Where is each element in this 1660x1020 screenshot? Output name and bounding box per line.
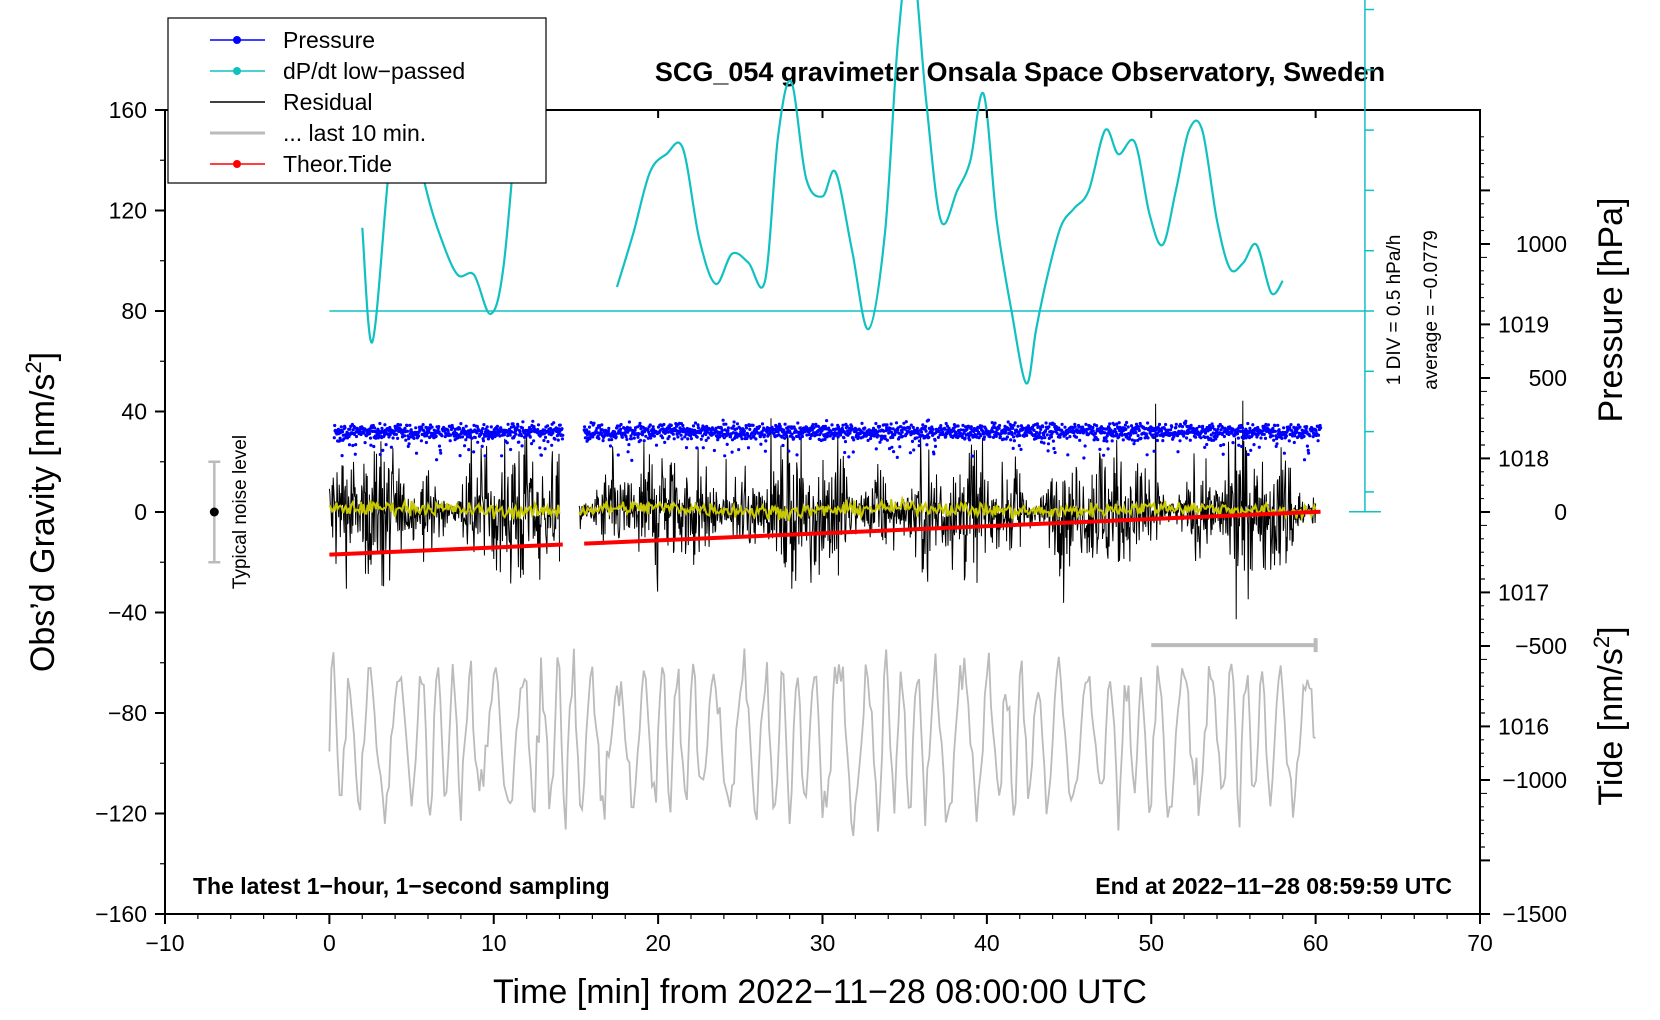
x-tick-label: 50 (1138, 930, 1164, 956)
residual-last10-line-0 (328, 648, 1316, 837)
legend-label-4: Theor.Tide (283, 151, 392, 177)
noise-level-label: Typical noise level (230, 435, 251, 589)
legend-marker-4 (233, 160, 241, 168)
x-tick-label: −10 (145, 930, 184, 956)
tide-tick-label: −500 (1515, 633, 1567, 659)
sampling-note: The latest 1−hour, 1−second sampling (193, 873, 610, 899)
tide-tick-label: −1000 (1502, 767, 1567, 793)
chart-title: SCG_054 gravimeter Onsala Space Observat… (655, 57, 1385, 87)
tide-tick-label: 500 (1529, 365, 1567, 391)
tide-axis-label-main: Tide [nm/s (1592, 648, 1630, 805)
dpdt-reference-layer (329, 0, 1381, 513)
y-tick-label: 40 (121, 399, 147, 425)
x-tick-label: 40 (974, 930, 1000, 956)
residual-band-layer (328, 638, 1318, 837)
x-tick-label: 0 (323, 930, 336, 956)
legend-marker-1 (233, 67, 241, 75)
dpdt-average-label: average = −0.0779 (1421, 230, 1442, 390)
tide-tick-label: 1000 (1516, 231, 1567, 257)
tide-line-1 (584, 509, 1321, 546)
tide-tick-label: −1500 (1502, 901, 1567, 927)
pressure-tick-label: 1018 (1498, 445, 1549, 471)
tide-axis-label-sup: 2 (1589, 636, 1614, 648)
x-tick-label: 30 (810, 930, 836, 956)
dpdt-scale-label: 1 DIV = 0.5 hPa/h (1384, 235, 1405, 386)
pressure-tick-label: 1019 (1498, 311, 1549, 337)
legend-label-1: dP/dt low−passed (283, 58, 465, 84)
legend-marker-0 (233, 36, 241, 44)
y-tick-label: −160 (95, 901, 147, 927)
dpdt-line-1 (615, 0, 1284, 385)
y-tick-label: 160 (109, 97, 147, 123)
pressure-layer (332, 418, 1323, 463)
residual-mean-line-0 (328, 497, 561, 520)
pressure-axis-label: Pressure [hPa] (1592, 198, 1630, 423)
y-axis-label-close: ] (24, 352, 62, 361)
tide-axis-label: Tide [nm/s2] (1589, 626, 1630, 805)
residual-mean-layer (328, 495, 1317, 522)
y-axis-label: Obs’d Gravity [nm/s2] (21, 352, 62, 672)
x-tick-label: 20 (645, 930, 671, 956)
residual-mean-line-1 (578, 495, 1317, 522)
y-tick-label: 80 (121, 298, 147, 324)
x-tick-label: 10 (481, 930, 507, 956)
legend: Pressure dP/dt low−passed Residual ... last… (167, 17, 547, 184)
legend-label-2: Residual (283, 89, 373, 115)
noise-level-layer (208, 460, 221, 564)
legend-box (167, 17, 547, 184)
y-tick-label: 0 (134, 499, 147, 525)
end-time-note: End at 2022−11−28 08:59:59 UTC (1095, 873, 1452, 899)
residual-line-0 (328, 433, 560, 589)
y-axis-label-sup: 2 (21, 361, 46, 373)
tide-layer (329, 509, 1321, 557)
y-tick-label: 120 (109, 198, 147, 224)
tide-line-0 (329, 542, 563, 557)
pressure-tick-label: 1016 (1498, 713, 1549, 739)
pressure-tick-label: 1017 (1498, 579, 1549, 605)
noise-bar-dot (209, 507, 219, 517)
legend-label-0: Pressure (283, 27, 375, 53)
legend-label-3: ... last 10 min. (283, 120, 426, 146)
pressure-points-1 (582, 418, 1323, 463)
y-tick-label: −80 (108, 700, 147, 726)
axes-layer: −10 0 10 20 30 40 50 60 70 160 120 80 40 0 −40 −80 −120 −… (95, 97, 1567, 956)
tide-axis-label-close: ] (1592, 626, 1630, 635)
x-tick-label: 70 (1467, 930, 1493, 956)
x-axis-label: Time [min] from 2022−11−28 08:00:00 UTC (493, 973, 1147, 1011)
tide-tick-label: 0 (1554, 499, 1567, 525)
y-tick-label: −40 (108, 600, 147, 626)
y-tick-label: −120 (95, 801, 147, 827)
y-axis-label-main: Obs’d Gravity [nm/s (24, 374, 62, 673)
pressure-points-0 (332, 419, 565, 462)
x-tick-label: 60 (1303, 930, 1329, 956)
